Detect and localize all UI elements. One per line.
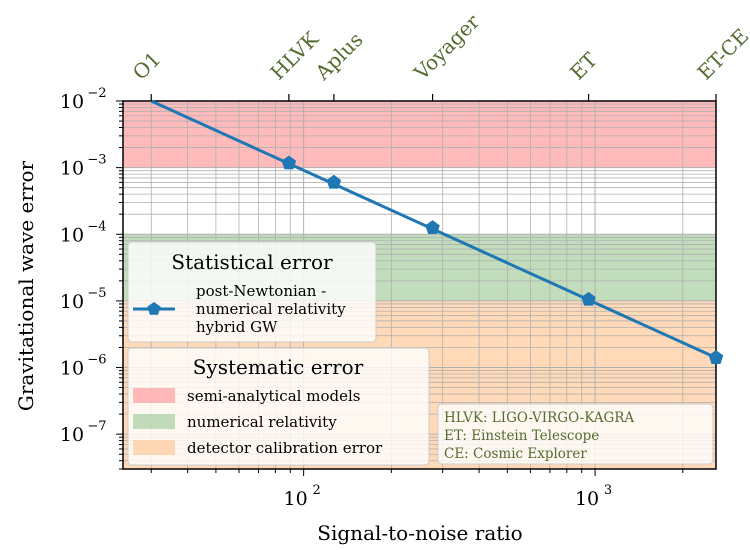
y-tick-label-exponent: −2	[87, 86, 106, 101]
legend-sys-box	[127, 347, 430, 466]
detector-label: ET-CE	[693, 24, 750, 85]
y-tick-label-exponent: −7	[87, 419, 106, 434]
acronym-annotation: HLVK: LIGO-VIRGO-KAGRA ET: Einstein Teles…	[437, 403, 714, 465]
legend-sys-entry: detector calibration error	[187, 439, 383, 457]
x-axis-label: Signal-to-noise ratio	[317, 521, 522, 545]
legend-sys-swatch	[133, 440, 175, 455]
legend-sys-title: Systematic error	[193, 355, 364, 379]
y-tick-label: 10	[60, 291, 84, 313]
legend-stat-marker	[147, 302, 161, 315]
legend-stat-entry-line: hybrid GW	[196, 318, 278, 336]
legend-sys-swatch	[133, 414, 175, 429]
legend-stat-entry-line: numerical relativity	[196, 300, 346, 318]
y-axis-label: Gravitational wave error	[14, 160, 38, 411]
legend-stat-box	[127, 241, 377, 343]
detector-label: Voyager	[408, 9, 484, 85]
legend-systematic: Systematic error semi-analytical models nu…	[127, 347, 430, 466]
y-tick-label: 10	[60, 358, 84, 380]
legend-sys-entry: semi-analytical models	[187, 387, 360, 405]
data-point	[708, 350, 724, 364]
plot-frame	[122, 100, 717, 470]
annotation-box-frame	[437, 403, 714, 465]
y-tick-label: 10	[60, 224, 84, 246]
y-tick-label-exponent: −5	[87, 286, 106, 301]
data-point	[326, 174, 342, 189]
legend-statistical: Statistical error post-Newtonian -numeric…	[127, 241, 377, 343]
detector-label: HLVK	[265, 26, 324, 85]
data-point	[581, 291, 596, 306]
annotation-line: CE: Cosmic Explorer	[444, 446, 587, 462]
x-tick-label: 10	[284, 488, 308, 510]
y-tick-label: 10	[60, 158, 84, 180]
axis-ticks: 10 2 10 310 −210 −310 −410 −510 −610 −7	[60, 86, 684, 510]
annotation-line: ET: Einstein Telescope	[444, 428, 599, 444]
detector-label: ET	[565, 47, 602, 84]
legend-sys-entry: numerical relativity	[187, 413, 337, 431]
series	[150, 99, 724, 364]
detector-label: Aplus	[310, 27, 368, 85]
x-tick-label: 10	[575, 488, 599, 510]
legend-stat-title: Statistical error	[171, 250, 333, 274]
annotation-line: HLVK: LIGO-VIRGO-KAGRA	[444, 410, 634, 426]
y-tick-label-exponent: −4	[87, 219, 106, 234]
y-tick-label: 10	[60, 91, 84, 113]
legend-sys-swatch	[133, 388, 175, 403]
y-tick-label-exponent: −3	[87, 153, 106, 168]
detector-label: O1	[128, 47, 166, 85]
data-point	[281, 155, 297, 170]
data-point	[425, 220, 440, 234]
y-tick-label-exponent: −6	[87, 353, 106, 368]
y-tick-label: 10	[60, 424, 84, 446]
x-tick-label-exponent: 2	[312, 483, 320, 498]
legend-stat-entry-line: post-Newtonian -	[196, 282, 326, 300]
x-tick-label-exponent: 3	[604, 483, 612, 498]
